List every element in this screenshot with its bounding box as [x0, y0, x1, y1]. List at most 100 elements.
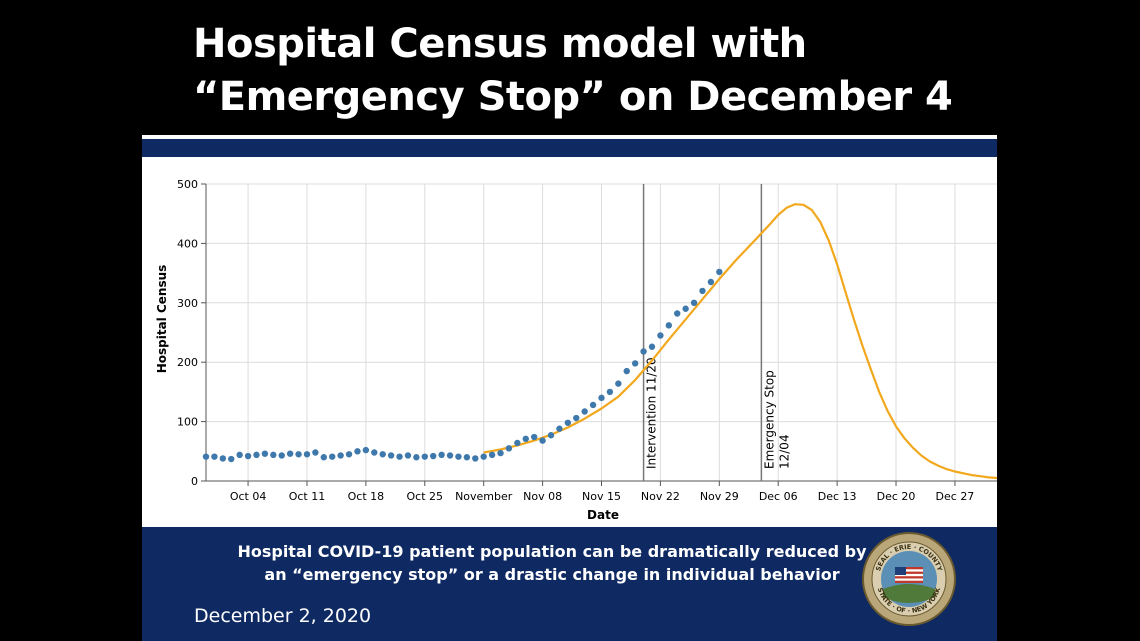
observed-point — [455, 453, 462, 460]
observed-point — [463, 454, 471, 461]
observed-point — [497, 449, 504, 457]
x-axis-label: Date — [587, 508, 619, 522]
observed-point — [312, 449, 319, 456]
observed-point — [623, 367, 630, 375]
x-tick-label: Nov 22 — [641, 490, 680, 503]
observed-point — [581, 408, 588, 415]
observed-point — [261, 450, 269, 457]
observed-point — [244, 452, 252, 460]
caption-band: Hospital COVID-19 patient population can… — [142, 527, 997, 641]
observed-point — [674, 310, 681, 317]
observed-point — [682, 305, 689, 312]
observed-point — [598, 394, 605, 402]
observed-point — [387, 452, 395, 459]
observed-point — [522, 435, 529, 443]
chart-panel: 0 100 200 300 400 500 Oct 04 Oct 11 Oct 18 Oct 25… — [142, 157, 997, 527]
observed-point — [657, 332, 664, 339]
observed-point — [514, 439, 521, 447]
axis-layer: 0 100 200 300 400 500 Oct 04 Oct 11 Oct 18 Oct 25… — [177, 178, 997, 503]
marker-label: 12/04 — [777, 434, 791, 469]
y-tick-label: 500 — [177, 178, 198, 191]
observed-point — [640, 348, 647, 355]
observed-point — [690, 299, 698, 306]
caption-line-2: an “emergency stop” or a drastic change … — [264, 565, 840, 584]
observed-point — [547, 432, 555, 439]
x-tick-label: Dec 13 — [818, 490, 857, 503]
observed-point — [505, 445, 513, 452]
county-seal-logo: SEAL · ERIE · COUNTY STATE · OF · NEW YO… — [862, 532, 956, 626]
x-tick-label: Dec 06 — [759, 490, 798, 503]
series-layer — [202, 203, 997, 480]
observed-point — [228, 455, 235, 463]
observed-point — [303, 451, 311, 458]
observed-point — [615, 380, 622, 387]
marker-label: Intervention 11/20 — [645, 357, 659, 469]
top-band — [142, 139, 997, 157]
model-curve — [483, 203, 997, 480]
observed-point — [202, 453, 210, 460]
observed-point — [413, 454, 420, 461]
observed-point — [421, 453, 428, 460]
grid-layer — [206, 183, 997, 482]
marker-layer: Intervention 11/20 Emergency Stop 12/04 — [642, 184, 791, 481]
observed-point — [295, 451, 302, 458]
y-tick-label: 200 — [177, 356, 198, 369]
y-tick-label: 0 — [191, 475, 198, 488]
x-tick-label: Nov 29 — [700, 490, 739, 503]
y-axis-label: Hospital Census — [155, 265, 169, 374]
marker-label: Emergency Stop — [762, 370, 776, 469]
observed-point — [211, 453, 218, 460]
observed-point — [219, 455, 227, 462]
title-divider — [142, 135, 997, 139]
x-tick-label: Nov 08 — [523, 490, 562, 503]
observed-point — [371, 449, 378, 456]
observed-point — [396, 453, 403, 460]
observed-point — [556, 425, 563, 432]
observed-point — [488, 451, 496, 459]
observed-point — [539, 437, 546, 444]
observed-point — [648, 343, 656, 350]
observed-point — [379, 451, 386, 458]
caption-line-1: Hospital COVID-19 patient population can… — [237, 542, 867, 561]
y-tick-label: 100 — [177, 416, 198, 429]
observed-point — [480, 453, 487, 460]
slide-title-line-1: Hospital Census model with — [193, 21, 807, 67]
x-tick-label: Dec 27 — [936, 490, 975, 503]
observed-point — [716, 268, 723, 276]
x-tick-label: Oct 18 — [348, 490, 385, 503]
y-tick-label: 300 — [177, 297, 198, 310]
observed-point — [564, 419, 572, 426]
observed-point — [589, 401, 597, 409]
observed-point — [362, 446, 370, 454]
observed-point — [631, 360, 639, 367]
observed-point — [699, 287, 706, 295]
x-tick-label: November — [455, 490, 513, 503]
observed-point — [573, 414, 580, 422]
y-tick-label: 400 — [177, 237, 198, 250]
observed-point — [430, 452, 437, 460]
observed-point — [404, 452, 412, 459]
observed-point — [530, 433, 538, 441]
observed-point — [707, 278, 715, 286]
observed-point — [320, 454, 328, 461]
observed-point — [236, 451, 243, 459]
x-tick-label: Oct 04 — [230, 490, 267, 503]
slide-title: Hospital Census model with “Emergency St… — [193, 18, 993, 124]
slide-title-line-2: “Emergency Stop” on December 4 — [193, 74, 953, 120]
observed-point — [446, 452, 454, 459]
hospital-census-chart: 0 100 200 300 400 500 Oct 04 Oct 11 Oct 18 Oct 25… — [155, 178, 997, 522]
observed-point — [438, 451, 445, 459]
observed-point — [606, 388, 614, 396]
caption: Hospital COVID-19 patient population can… — [202, 540, 902, 586]
observed-point — [270, 451, 277, 459]
observed-point — [665, 322, 673, 329]
x-tick-label: Oct 25 — [407, 490, 444, 503]
observed-point — [278, 452, 285, 459]
observed-point — [472, 455, 479, 462]
x-tick-label: Nov 15 — [582, 490, 621, 503]
observed-point — [337, 452, 344, 459]
observed-point — [286, 450, 294, 457]
observed-point — [253, 451, 260, 459]
x-tick-label: Dec 20 — [877, 490, 916, 503]
observed-point — [345, 451, 353, 458]
